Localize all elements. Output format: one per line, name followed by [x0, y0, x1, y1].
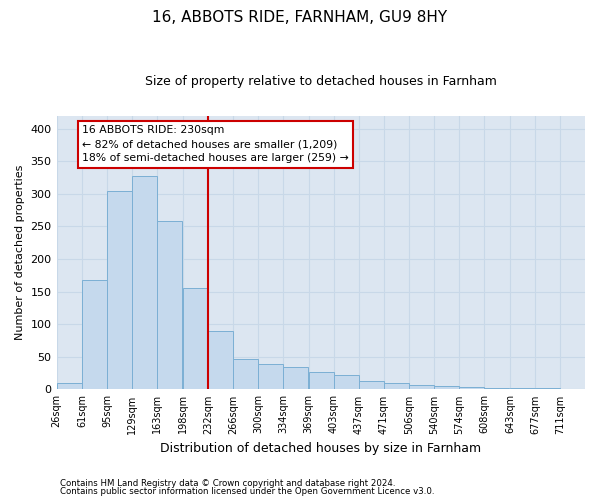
Bar [383, 383, 409, 390]
Bar [132, 176, 157, 390]
Text: Contains HM Land Registry data © Crown copyright and database right 2024.: Contains HM Land Registry data © Crown c… [60, 478, 395, 488]
Bar [484, 388, 509, 390]
Bar [183, 288, 208, 390]
Bar [56, 383, 82, 390]
Bar [233, 360, 258, 390]
Bar [535, 388, 560, 390]
Bar [157, 221, 182, 390]
Bar [308, 372, 334, 390]
Title: Size of property relative to detached houses in Farnham: Size of property relative to detached ho… [145, 75, 497, 88]
Bar [82, 280, 107, 390]
Bar [258, 364, 283, 390]
Bar [409, 385, 434, 390]
Bar [283, 366, 308, 390]
X-axis label: Distribution of detached houses by size in Farnham: Distribution of detached houses by size … [160, 442, 481, 455]
Bar [334, 375, 359, 390]
Bar [107, 190, 132, 390]
Bar [460, 388, 484, 390]
Bar [359, 381, 383, 390]
Bar [208, 330, 233, 390]
Text: Contains public sector information licensed under the Open Government Licence v3: Contains public sector information licen… [60, 487, 434, 496]
Text: 16 ABBOTS RIDE: 230sqm
← 82% of detached houses are smaller (1,209)
18% of semi-: 16 ABBOTS RIDE: 230sqm ← 82% of detached… [82, 126, 349, 164]
Bar [510, 388, 535, 390]
Y-axis label: Number of detached properties: Number of detached properties [15, 165, 25, 340]
Bar [434, 386, 460, 390]
Text: 16, ABBOTS RIDE, FARNHAM, GU9 8HY: 16, ABBOTS RIDE, FARNHAM, GU9 8HY [152, 10, 448, 25]
